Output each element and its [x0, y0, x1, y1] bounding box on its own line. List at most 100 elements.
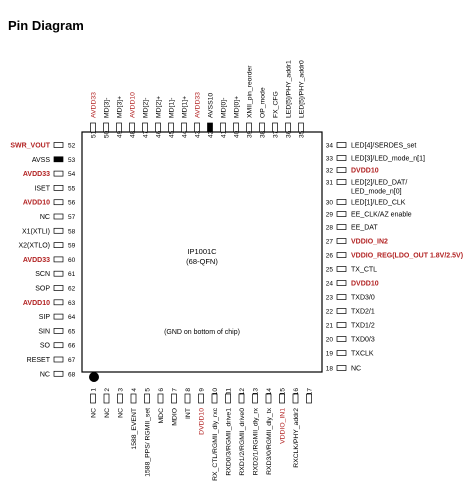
pin-number: 14 — [266, 388, 273, 396]
pin-label: LED[1]/LED_CLK — [351, 200, 406, 207]
pin-right-20: 20 TXD0/3 — [326, 336, 375, 344]
pin-pad — [53, 213, 64, 220]
pin-number: 53 — [68, 157, 76, 164]
pin-left-65: 65 SIN — [38, 328, 76, 335]
pin-label: AVDD10 — [23, 300, 50, 307]
pin-pad — [336, 167, 347, 173]
pin-number: 27 — [326, 239, 334, 246]
pin-label: RXD3/0/RGMII_dly_tx — [266, 407, 273, 474]
pin-number: 66 — [68, 343, 76, 350]
pin-number: 54 — [68, 171, 76, 178]
pin-label: AVDD10 — [23, 200, 50, 207]
pin-pad — [129, 122, 135, 133]
pin-label: DVDD10 — [199, 408, 206, 435]
pin-number: 22 — [326, 309, 334, 316]
pin-left-68: 68 NC — [40, 370, 76, 378]
pin-number: 42 — [208, 130, 215, 138]
pin-label: ISET — [34, 185, 50, 192]
pin-label: MD[0]+ — [234, 96, 241, 118]
diagram-title: Pin Diagram — [8, 18, 84, 33]
pin-number: 8 — [185, 388, 192, 392]
pin-pad — [142, 122, 148, 133]
pin-label: LED[5]/PHY_addr0 — [299, 60, 306, 118]
pin-top-47: 47 MD[2]- — [142, 98, 150, 138]
pin-label: RESET — [27, 357, 51, 364]
pin-bottom-5: 5 1588_PPS/ RGMII_set — [144, 388, 152, 477]
pin-label: SWR_VOUT — [10, 143, 50, 150]
pin-pad — [336, 280, 347, 286]
pin-label: FX_CFG — [273, 91, 280, 118]
chip-note: (GND on bottom of chip) — [164, 329, 240, 336]
pin-label: SOP — [35, 286, 50, 293]
pin-pad — [53, 227, 64, 234]
pins-bottom: 1 NC 2 NC 3 NC 4 1588_EVENT 5 1588_PPS/ RGMII_set… — [90, 388, 314, 481]
pin-bottom-13: 13 RXD2/1/RGMII_dly_rx — [252, 388, 260, 475]
pin-label: TXD1/2 — [351, 323, 375, 330]
pin-pad — [155, 122, 161, 133]
pin-bottom-8: 8 INT — [184, 388, 192, 419]
pin-top-44: 44 MD[1]+ — [181, 96, 189, 138]
pin-number: 2 — [104, 388, 111, 392]
pin-number: 47 — [143, 130, 150, 138]
pin-number: 57 — [68, 214, 76, 221]
pin-label: NC — [118, 408, 125, 418]
pin-number: 64 — [68, 314, 76, 321]
pin-label: NC — [104, 408, 111, 418]
pin-number: 17 — [307, 388, 314, 396]
pin-number: 58 — [68, 228, 76, 235]
pins-top: 51 AVDD33 50 MD[3]- 49 MD[3]+ 48 AVDD10 47 MD[2]-… — [90, 60, 306, 138]
pin-top-37: 37 FX_CFG — [272, 91, 280, 138]
pin-pad — [336, 336, 347, 342]
pin-label: NC — [40, 371, 50, 378]
pin-label: AVDD33 — [195, 92, 202, 118]
pin-number: 4 — [131, 388, 138, 392]
pin-label: RXD0/3/RGMII_drive1 — [226, 408, 233, 476]
pin-left-58: 58 X1(XTLI) — [22, 227, 76, 235]
pin-pad — [265, 393, 272, 404]
pin-number: 62 — [68, 286, 76, 293]
pin-pad — [306, 393, 312, 404]
pin-label: LED[2]/LED_DAT/ — [351, 180, 407, 187]
pins-left: 52 SWR_VOUT 53 AVSS 54 AVDD33 55 ISET 56 AVDD10 57… — [10, 142, 76, 378]
pin-pad — [194, 122, 200, 133]
pin-number: 39 — [247, 130, 254, 138]
pin-right-30: 30 LED[1]/LED_CLK — [326, 199, 406, 207]
pin1-marker-dot — [89, 372, 99, 382]
pin-pad — [53, 270, 64, 277]
pin-right-34: 34 LED[4]/SERDES_set — [326, 142, 416, 150]
pin-top-40: 40 MD[0]+ — [233, 96, 241, 138]
pin-pad — [168, 122, 174, 133]
pin-top-41: 41 MD[0]- — [220, 98, 228, 138]
pin-pad — [285, 122, 291, 133]
pin-right-22: 22 TXD2/1 — [326, 308, 375, 316]
pin-pad — [336, 142, 347, 148]
pin-label: MD[2]- — [143, 98, 150, 118]
pin-number: 10 — [212, 388, 219, 396]
pin-bottom-12: 12 RXD1/2/RGMII_drive0 — [238, 388, 246, 476]
pin-right-31: 31 LED[2]/LED_DAT/ — [326, 179, 407, 187]
pin-number: 40 — [234, 130, 241, 138]
pin-pad — [279, 393, 285, 404]
pin-label: EE_CLK/AZ enable — [351, 212, 412, 219]
pin-left-60: 60 AVDD33 — [23, 256, 76, 264]
pin-number: 28 — [326, 225, 334, 232]
pin-right-26: 26 VDDIO_REG(LDO_OUT 1.8V/2.5V) — [326, 252, 463, 260]
pin-label: LED[4]/SERDES_set — [351, 143, 416, 150]
pin-number: 37 — [273, 130, 280, 138]
pin-pad — [220, 122, 226, 133]
pin-label: LED[3]/LED_mode_n[1] — [351, 156, 425, 163]
pin-number: 34 — [326, 143, 334, 150]
pin-number: 16 — [293, 388, 300, 396]
pin-label: MD[2]+ — [156, 96, 163, 118]
pin-bottom-16: 16 RXCLK/PHY_addr2 — [292, 388, 300, 468]
pin-number: 41 — [221, 130, 228, 138]
pin-pad — [336, 294, 347, 300]
pin-pad — [252, 393, 258, 404]
pin-pad — [225, 393, 231, 404]
pin-left-59: 59 X2(XTLO) — [18, 242, 76, 250]
pin-number: 38 — [260, 130, 267, 138]
pin-pad — [238, 393, 245, 404]
pin-label: TXD2/1 — [351, 309, 375, 316]
pin-number: 35 — [299, 130, 306, 138]
pin-number: 9 — [199, 388, 206, 392]
